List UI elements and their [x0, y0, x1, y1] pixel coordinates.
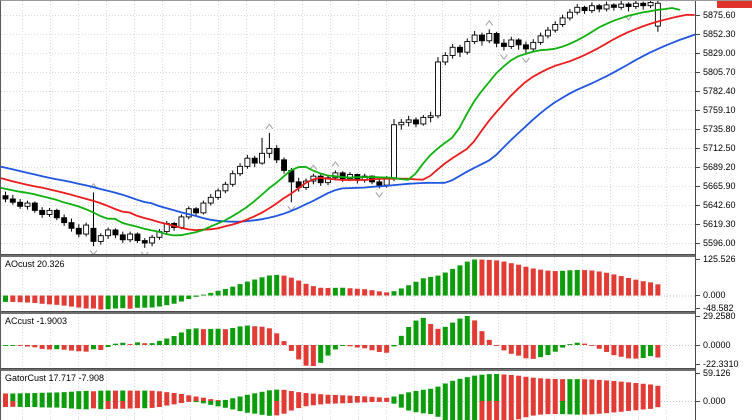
axis-tick: [696, 147, 700, 149]
current-price-marker: [717, 1, 752, 8]
axis-tick: [696, 242, 700, 244]
axis-tick: [696, 109, 700, 111]
panel-separator[interactable]: [1, 311, 752, 314]
axis-tick: [696, 295, 700, 296]
axis-label: 5642.60: [703, 199, 736, 210]
axis-label: 5712.50: [703, 142, 736, 153]
axis-tick: [696, 128, 700, 130]
axis-tick: [696, 364, 700, 365]
gator-indicator-label: GatorCust 17.717 -7.908: [5, 373, 105, 383]
axis-tick: [696, 204, 700, 206]
axis-label: 5619.30: [703, 218, 736, 229]
axis-tick: [696, 33, 700, 35]
price-axis[interactable]: 5875.60 5852.30 5829.00 5805.70 5782.40 5759.…: [695, 1, 752, 420]
axis-tick: [696, 400, 700, 402]
axis-label: 5689.20: [703, 161, 736, 172]
axis-tick: [696, 14, 700, 16]
ao-indicator-label: AOcust 20.326: [5, 259, 65, 269]
axis-tick: [696, 71, 700, 73]
axis-label: 0.000: [703, 395, 726, 406]
ao-indicator-panel[interactable]: [1, 257, 695, 311]
gator-indicator-panel[interactable]: [1, 371, 695, 420]
axis-label: -48.582: [703, 303, 734, 313]
axis-label: 5875.60: [703, 9, 736, 20]
ac-indicator-label: ACcust -1.9003: [5, 316, 68, 326]
axis-label: 59.126: [703, 367, 731, 378]
axis-label: 5735.80: [703, 123, 736, 134]
axis-tick: [696, 90, 700, 92]
axis-label: 5805.70: [703, 66, 736, 77]
axis-tick: [696, 258, 700, 260]
axis-tick: [696, 223, 700, 225]
axis-label: 5759.10: [703, 104, 736, 115]
price-chart-panel[interactable]: [1, 1, 695, 254]
axis-tick: [696, 52, 700, 54]
axis-label: 5829.00: [703, 47, 736, 58]
axis-label: 0.000: [703, 290, 726, 300]
axis-tick: [696, 372, 700, 374]
axis-label: 5665.90: [703, 180, 736, 191]
axis-label: 5852.30: [703, 28, 736, 39]
axis-tick: [696, 315, 700, 317]
axis-tick: [696, 185, 700, 187]
axis-label: 0.0000: [703, 339, 731, 350]
axis-label: 125.526: [703, 253, 736, 264]
axis-tick: [696, 308, 700, 309]
ac-indicator-panel[interactable]: [1, 314, 695, 368]
axis-label: 29.2580: [703, 310, 736, 321]
axis-tick: [696, 166, 700, 168]
axis-label: -22.3310: [703, 359, 739, 369]
panel-separator[interactable]: [1, 368, 752, 371]
axis-label: 5782.40: [703, 85, 736, 96]
axis-label: 5596.00: [703, 237, 736, 248]
axis-tick: [696, 344, 700, 346]
panel-separator[interactable]: [1, 254, 752, 257]
